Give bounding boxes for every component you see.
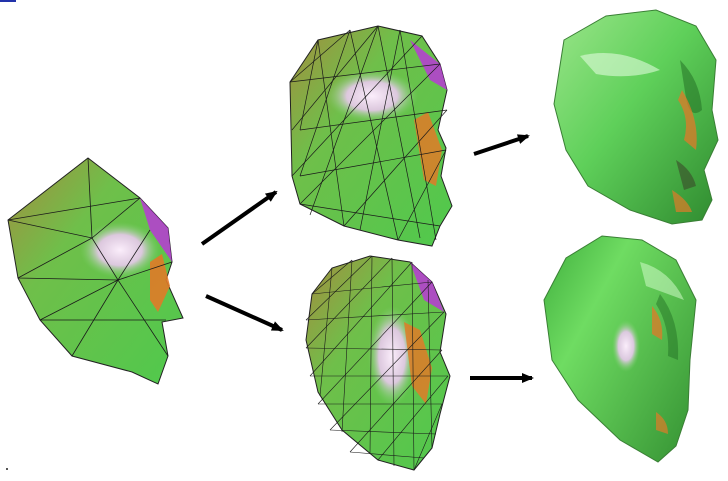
arrow-coarse-to-refined-a: [200, 190, 278, 246]
arrows: [200, 134, 534, 383]
smooth-result-b: [543, 235, 697, 463]
arrow-coarse-to-refined-b: [205, 294, 284, 332]
refined-mesh-a: [289, 25, 453, 247]
arrow-refined-a-to-smooth-a: [473, 134, 530, 156]
smooth-result-a: [553, 9, 719, 225]
top-rule: [0, 0, 16, 2]
refined-mesh-b: [305, 255, 451, 471]
coarse-mesh: [7, 157, 184, 385]
corner-dot: [6, 468, 8, 470]
